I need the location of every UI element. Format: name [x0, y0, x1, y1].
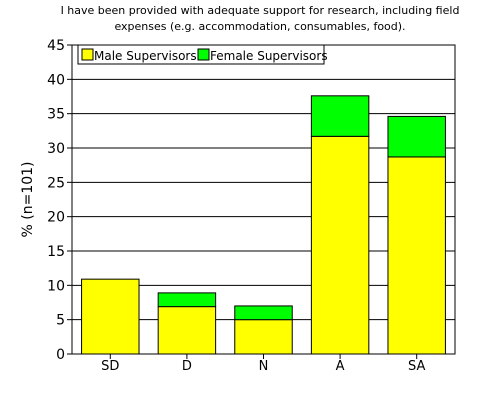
x-tick-label-n: N [259, 359, 269, 374]
legend-label-female: Female Supervisors [210, 49, 328, 63]
bar-sa-male [387, 156, 446, 355]
y-tick-label-15: 15 [47, 244, 65, 260]
bar-a-female [310, 95, 370, 137]
x-tick-label-sa: SA [408, 359, 425, 374]
chart-title-line-2: expenses (e.g. accommodation, consumable… [114, 20, 406, 33]
y-tick-label-40: 40 [47, 72, 65, 88]
bar-d-female [157, 292, 217, 308]
bar-layer [81, 95, 446, 355]
y-tick-label-45: 45 [47, 38, 65, 54]
legend-swatch-female [197, 48, 210, 61]
bar-n-male [234, 319, 293, 355]
bar-sd-male [81, 278, 140, 355]
bar-n-female [234, 305, 293, 321]
y-tick-label-5: 5 [56, 313, 65, 329]
axis-layer: SD D N A SA 0 5 10 15 20 25 30 35 40 45 % (n=101) [20, 38, 456, 374]
chart-title-line-1: I have been provided with adequate suppo… [60, 4, 460, 17]
x-tick-label-sd: SD [101, 359, 119, 374]
bar-a-male [310, 135, 370, 355]
y-tick-label-35: 35 [47, 107, 65, 123]
legend-label-male: Male Supervisors [94, 49, 197, 63]
legend-swatch-male [81, 48, 94, 61]
y-tick-label-25: 25 [47, 175, 65, 191]
y-tick-label-30: 30 [47, 141, 65, 157]
x-tick-label-a: A [336, 359, 345, 374]
x-tick-label-d: D [182, 359, 192, 374]
y-axis-label: % (n=101) [20, 161, 36, 237]
y-tick-label-0: 0 [56, 347, 65, 363]
bar-d-male [157, 306, 217, 355]
legend-layer: Male Supervisors Female Supervisors [77, 44, 328, 65]
bar-sa-female [387, 115, 446, 158]
y-tick-label-10: 10 [47, 278, 65, 294]
y-tick-label-20: 20 [47, 210, 65, 226]
